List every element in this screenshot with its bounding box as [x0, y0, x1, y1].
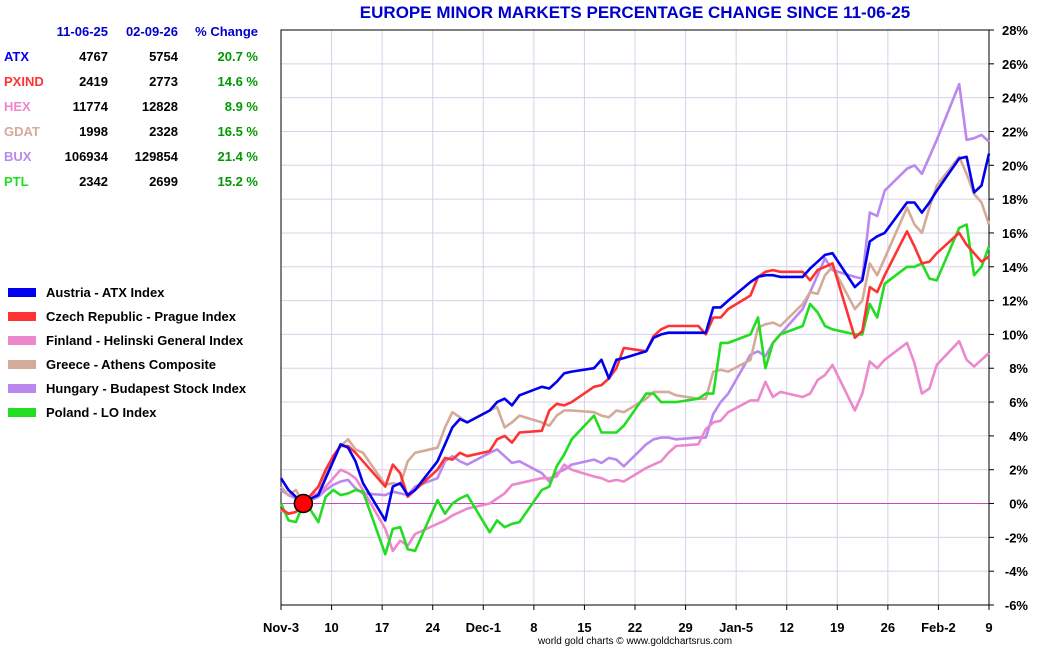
series-line — [280, 339, 990, 553]
legend: Austria - ATX Index Czech Republic - Prag… — [8, 280, 246, 424]
footer-credit: world gold charts © www.goldchartsrus.co… — [537, 636, 733, 647]
x-tick-label: 22 — [628, 620, 642, 635]
series-line — [279, 223, 991, 556]
y-tick-label: 18% — [1002, 192, 1028, 207]
y-tick-label: 2% — [1009, 463, 1028, 478]
row-ticker: PXIND — [4, 74, 44, 89]
legend-item: Austria - ATX Index — [8, 280, 246, 304]
y-tick-label: 0% — [1009, 497, 1028, 512]
legend-item: Greece - Athens Composite — [8, 352, 246, 376]
row-end-value: 2328 — [149, 124, 178, 139]
series-line — [279, 153, 991, 522]
x-tick-label: 8 — [530, 620, 537, 635]
row-start-value: 4767 — [79, 49, 108, 64]
x-tick-label: 15 — [577, 620, 591, 635]
legend-swatch — [8, 383, 36, 393]
y-tick-label: 4% — [1009, 429, 1028, 444]
legend-label: Finland - Helinski General Index — [46, 332, 244, 348]
row-end-value: 5754 — [149, 49, 178, 64]
series-line — [280, 155, 991, 505]
legend-swatch — [8, 359, 36, 369]
chart-title: EUROPE MINOR MARKETS PERCENTAGE CHANGE S… — [359, 3, 911, 22]
row-change: 16.5 % — [217, 124, 258, 139]
plot-frame — [280, 29, 990, 606]
legend-swatch — [8, 335, 36, 345]
x-tick-label: Feb-2 — [921, 620, 956, 635]
legend-label: Poland - LO Index — [46, 404, 157, 420]
legend-label: Greece - Athens Composite — [46, 356, 217, 372]
y-tick-label: 12% — [1002, 294, 1028, 309]
y-tick-label: 16% — [1002, 226, 1028, 241]
row-start-value: 106934 — [64, 149, 108, 164]
row-ticker: ATX — [4, 49, 30, 64]
x-tick-label: 12 — [779, 620, 793, 635]
y-tick-label: 22% — [1002, 124, 1028, 139]
x-tick-label: 9 — [985, 620, 992, 635]
header-end-date: 02-09-26 — [125, 24, 178, 39]
y-tick-label: 20% — [1002, 158, 1028, 173]
y-tick-label: 8% — [1009, 361, 1028, 376]
row-ticker: HEX — [4, 99, 31, 114]
legend-swatch — [8, 287, 36, 297]
x-tick-label: 17 — [375, 620, 389, 635]
start-date-marker — [293, 493, 314, 514]
row-change: 8.9 % — [224, 99, 258, 114]
row-ticker: GDAT — [4, 124, 40, 139]
legend-item: Czech Republic - Prague Index — [8, 304, 246, 328]
legend-swatch — [8, 311, 36, 321]
row-change: 21.4 % — [217, 149, 258, 164]
x-tick-label: 19 — [830, 620, 844, 635]
row-change: 15.2 % — [217, 174, 258, 189]
x-tick-label: Jan-5 — [719, 620, 753, 635]
y-tick-label: 14% — [1002, 260, 1028, 275]
legend-item: Hungary - Budapest Stock Index — [8, 376, 246, 400]
y-tick-label: 28% — [1002, 23, 1028, 38]
row-end-value: 2773 — [149, 74, 178, 89]
row-start-value: 2342 — [79, 174, 108, 189]
row-start-value: 11774 — [72, 99, 108, 114]
header-change: % Change — [195, 24, 258, 39]
row-end-value: 129854 — [134, 149, 178, 164]
x-tick-label: 10 — [324, 620, 338, 635]
legend-item: Poland - LO Index — [8, 400, 246, 424]
x-tick-label: 29 — [678, 620, 692, 635]
row-start-value: 1998 — [79, 124, 108, 139]
header-start-date: 11-06-25 — [56, 24, 108, 39]
series-line — [280, 82, 990, 505]
y-tick-label: 10% — [1002, 327, 1028, 342]
y-tick-label: -4% — [1005, 564, 1029, 579]
y-tick-label: 6% — [1009, 395, 1028, 410]
x-tick-label: 26 — [881, 620, 895, 635]
row-end-value: 2699 — [149, 174, 178, 189]
row-change: 14.6 % — [217, 74, 258, 89]
x-tick-label: Nov-3 — [263, 620, 299, 635]
legend-swatch — [8, 407, 36, 417]
row-end-value: 12828 — [141, 99, 178, 114]
row-ticker: BUX — [4, 149, 32, 164]
legend-item: Finland - Helinski General Index — [8, 328, 246, 352]
y-tick-label: 24% — [1002, 91, 1028, 106]
legend-label: Austria - ATX Index — [46, 284, 165, 300]
x-tick-label: Dec-1 — [466, 620, 501, 635]
y-tick-label: 26% — [1002, 57, 1028, 72]
y-tick-label: -2% — [1005, 530, 1029, 545]
legend-label: Hungary - Budapest Stock Index — [46, 380, 247, 396]
y-tick-label: -6% — [1005, 598, 1029, 613]
row-ticker: PTL — [4, 174, 29, 189]
row-change: 20.7 % — [217, 49, 258, 64]
legend-label: Czech Republic - Prague Index — [46, 308, 236, 324]
x-tick-label: 24 — [425, 620, 440, 635]
row-start-value: 2419 — [79, 74, 108, 89]
